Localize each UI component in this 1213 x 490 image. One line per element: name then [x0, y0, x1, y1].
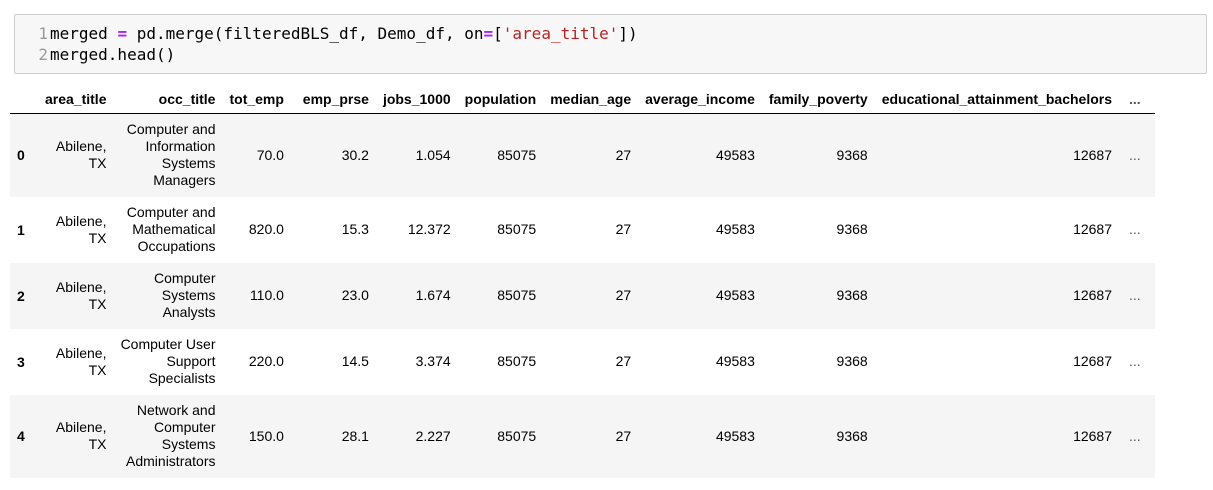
- index-header: [10, 82, 38, 114]
- cell-median-age: 27: [615, 353, 632, 369]
- cell-occ-title: Computer and Mathematical Occupations: [126, 204, 216, 254]
- code-token: merged.head(): [50, 45, 176, 64]
- cell-population: 85075: [497, 353, 537, 369]
- cell-emp-prse: 14.5: [341, 353, 369, 369]
- cell-population: 85075: [497, 427, 537, 444]
- row-index: 3: [17, 353, 25, 370]
- cell-average-income: 49583: [715, 146, 755, 163]
- cell-area-title: Abilene, TX: [55, 419, 107, 452]
- row-index: 0: [17, 147, 25, 164]
- code-token: =: [117, 24, 128, 43]
- cell-jobs-1000: 12.372: [407, 221, 451, 237]
- line-number: 1: [38, 24, 48, 43]
- cell-more: ...: [1129, 146, 1141, 163]
- cell-median-age: 27: [615, 427, 632, 444]
- cell-emp-prse: 15.3: [341, 221, 369, 237]
- cell-more: ...: [1129, 221, 1141, 237]
- cell-population: 85075: [497, 287, 537, 303]
- column-header-more: ...: [1119, 82, 1155, 114]
- code-token: ]): [618, 24, 638, 43]
- code-text: merged = pd.merge(filteredBLS_df, Demo_d…: [48, 23, 638, 44]
- cell-occ-title: Computer User Support Specialists: [120, 336, 216, 386]
- column-header-occ-title: occ_title: [113, 82, 223, 114]
- table-row: 0 Abilene, TX Computer and Information S…: [10, 113, 1155, 197]
- row-index: 1: [17, 221, 25, 238]
- cell-family-poverty: 9368: [836, 427, 868, 444]
- cell-educational-attainment-bachelors: 12687: [1073, 353, 1112, 369]
- cell-area-title: Abilene, TX: [55, 138, 107, 172]
- dataframe-output: area_title occ_title tot_emp emp_prse jo…: [0, 82, 1213, 478]
- cell-area-title: Abilene, TX: [55, 344, 107, 378]
- table-row: 1 Abilene, TX Computer and Mathematical …: [10, 196, 1155, 263]
- cell-tot-emp: 150.0: [248, 427, 284, 444]
- cell-family-poverty: 9368: [836, 287, 868, 303]
- cell-tot-emp: 70.0: [256, 146, 284, 163]
- cell-occ-title: Network and Computer Systems Administrat…: [126, 402, 216, 469]
- cell-educational-attainment-bachelors: 12687: [1073, 287, 1112, 303]
- cell-average-income: 49583: [715, 221, 755, 237]
- cell-emp-prse: 23.0: [341, 287, 369, 303]
- cell-more: ...: [1129, 353, 1141, 369]
- cell-educational-attainment-bachelors: 12687: [1073, 146, 1112, 163]
- code-token: [: [493, 24, 503, 43]
- cell-average-income: 49583: [715, 353, 755, 369]
- cell-educational-attainment-bachelors: 12687: [1073, 427, 1112, 444]
- table-row: 4 Abilene, TX Network and Computer Syste…: [10, 394, 1155, 478]
- code-token: merged: [50, 24, 118, 43]
- cell-jobs-1000: 2.227: [415, 427, 451, 444]
- code-token: pd.merge(filteredBLS_df, Demo_df, on: [127, 24, 484, 43]
- cell-more: ...: [1129, 287, 1141, 303]
- cell-population: 85075: [497, 146, 537, 163]
- cell-family-poverty: 9368: [836, 353, 868, 369]
- column-header-median-age: median_age: [543, 82, 639, 114]
- code-line: 1 merged = pd.merge(filteredBLS_df, Demo…: [15, 23, 1206, 44]
- cell-jobs-1000: 1.054: [415, 146, 451, 163]
- column-header-emp-prse: emp_prse: [290, 82, 376, 114]
- code-token: 'area_title': [502, 24, 619, 43]
- cell-jobs-1000: 1.674: [415, 287, 451, 303]
- cell-median-age: 27: [615, 287, 632, 303]
- row-index: 2: [17, 287, 25, 304]
- code-line: 2 merged.head(): [15, 44, 1206, 65]
- dataframe-table: area_title occ_title tot_emp emp_prse jo…: [10, 82, 1155, 478]
- cell-average-income: 49583: [715, 427, 755, 444]
- cell-family-poverty: 9368: [836, 221, 868, 237]
- column-header-average-income: average_income: [638, 82, 762, 114]
- cell-average-income: 49583: [715, 287, 755, 303]
- code-cell-editor[interactable]: 1 merged = pd.merge(filteredBLS_df, Demo…: [14, 14, 1207, 74]
- cell-median-age: 27: [615, 146, 632, 163]
- cell-occ-title: Computer and Information Systems Manager…: [126, 121, 216, 189]
- column-header-jobs-1000: jobs_1000: [375, 82, 458, 114]
- row-index: 4: [17, 428, 25, 444]
- column-header-family-poverty: family_poverty: [761, 82, 875, 114]
- cell-tot-emp: 110.0: [249, 287, 284, 303]
- column-header-population: population: [457, 82, 544, 114]
- cell-area-title: Abilene, TX: [55, 212, 107, 246]
- cell-area-title: Abilene, TX: [55, 278, 107, 312]
- cell-family-poverty: 9368: [836, 146, 868, 163]
- cell-educational-attainment-bachelors: 12687: [1073, 221, 1112, 237]
- cell-tot-emp: 220.0: [248, 353, 284, 369]
- column-header-area-title: area_title: [38, 82, 114, 114]
- table-row: 3 Abilene, TX Computer User Support Spec…: [10, 328, 1155, 395]
- cell-more: ...: [1129, 427, 1141, 444]
- column-header-tot-emp: tot_emp: [222, 82, 291, 114]
- code-text: merged.head(): [48, 44, 175, 65]
- cell-median-age: 27: [615, 221, 632, 237]
- line-number: 2: [38, 45, 48, 64]
- cell-emp-prse: 28.1: [341, 427, 369, 444]
- cell-tot-emp: 820.0: [248, 221, 284, 237]
- table-row: 2 Abilene, TX Computer Systems Analysts …: [10, 262, 1155, 329]
- cell-occ-title: Computer Systems Analysts: [154, 270, 216, 320]
- cell-population: 85075: [497, 221, 537, 237]
- cell-emp-prse: 30.2: [341, 146, 369, 163]
- cell-jobs-1000: 3.374: [415, 353, 451, 369]
- header-row: area_title occ_title tot_emp emp_prse jo…: [10, 82, 1155, 114]
- column-header-educational-attainment-bachelors: educational_attainment_bachelors: [874, 82, 1119, 114]
- code-token: =: [483, 24, 494, 43]
